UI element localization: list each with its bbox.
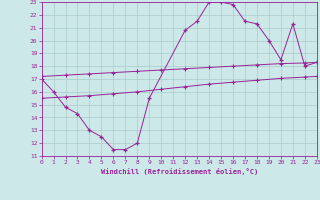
X-axis label: Windchill (Refroidissement éolien,°C): Windchill (Refroidissement éolien,°C)	[100, 168, 258, 175]
